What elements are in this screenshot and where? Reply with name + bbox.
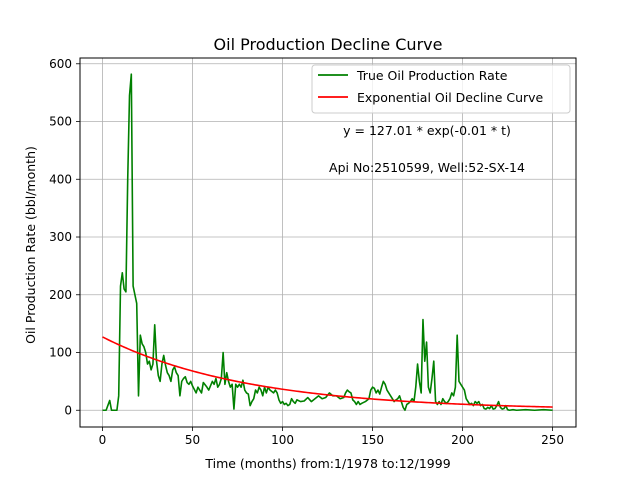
y-tick-label: 600 (49, 57, 72, 71)
x-tick-label: 250 (541, 433, 564, 447)
x-tick-label: 50 (185, 433, 200, 447)
series-layer (102, 73, 553, 412)
plot-frame (79, 57, 577, 428)
y-axis-label: Oil Production Rate (bbl/month) (23, 146, 38, 344)
grid-lines (80, 58, 576, 427)
well-annotation: Api No:2510599, Well:52-SX-14 (329, 160, 525, 175)
legend-box (311, 64, 571, 114)
x-tick-label: 0 (99, 433, 107, 447)
legend-label-true: True Oil Production Rate (356, 68, 508, 83)
series-line-exponential-decline (102, 336, 553, 408)
equation-annotation: y = 127.01 * exp(-0.01 * t) (343, 123, 511, 138)
x-axis-label: Time (months) from:1/1978 to:12/1999 (204, 456, 450, 471)
y-tick-label: 400 (49, 172, 72, 186)
x-tick-label: 100 (271, 433, 294, 447)
y-tick-label: 200 (49, 288, 72, 302)
y-tick-label: 300 (49, 230, 72, 244)
legend-label-exp: Exponential Oil Decline Curve (357, 90, 544, 105)
y-tick-label: 500 (49, 115, 72, 129)
axis-ticks: 0 50 100 150 200 250 0 100 200 300 400 500 600 (49, 57, 564, 447)
chart-title: Oil Production Decline Curve (214, 35, 443, 54)
x-tick-label: 150 (361, 433, 384, 447)
x-tick-label: 200 (451, 433, 474, 447)
y-tick-label: 100 (49, 346, 72, 360)
series-line-true-oil-production-rate (102, 73, 553, 412)
y-tick-label: 0 (64, 403, 72, 417)
legend: True Oil Production Rate Exponential Oil… (311, 64, 571, 114)
